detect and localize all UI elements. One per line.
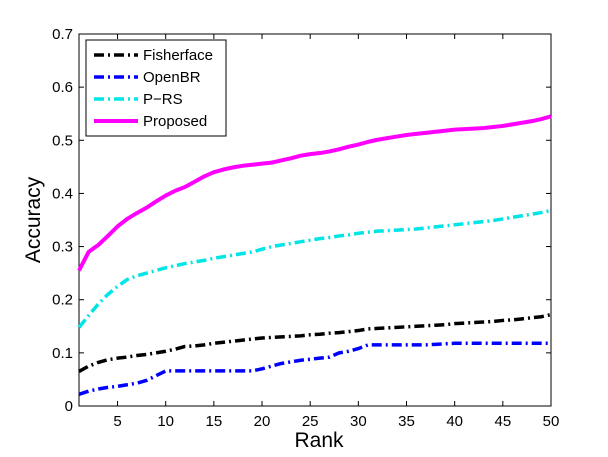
y-tick-label: 0.5 [52, 132, 73, 149]
series-line-proposed [77, 114, 552, 272]
x-tick-label: 10 [157, 413, 174, 430]
legend-label: Proposed [143, 113, 207, 130]
series-line-p-rs [77, 208, 552, 329]
series-line-fisherface [78, 312, 552, 373]
x-tick-label: 15 [206, 413, 223, 430]
x-tick-label: 45 [494, 413, 511, 430]
y-tick-label: 0 [65, 398, 73, 415]
series-line-openbr [78, 341, 551, 396]
y-tick-label: 0.3 [52, 239, 73, 256]
x-tick-label: 40 [446, 413, 463, 430]
y-tick-label: 0.6 [52, 79, 73, 96]
x-tick-label: 20 [254, 413, 271, 430]
y-tick-label: 0.2 [52, 292, 73, 309]
y-tick-label: 0.7 [52, 26, 73, 43]
x-tick-label: 35 [398, 413, 415, 430]
legend-label: P−RS [143, 91, 183, 108]
y-axis-title: Accuracy [22, 176, 45, 263]
plot-frame [78, 33, 552, 407]
x-axis-title: Rank [294, 429, 344, 452]
x-tick-label: 50 [543, 413, 560, 430]
y-tick-label: 0.4 [52, 185, 73, 202]
x-tick-label: 5 [113, 413, 121, 430]
x-tick-label: 25 [302, 413, 319, 430]
legend-label: OpenBR [143, 69, 201, 86]
x-tick-label: 30 [350, 413, 367, 430]
legend-label: Fisherface [143, 47, 213, 64]
y-tick-label: 0.1 [52, 345, 73, 362]
